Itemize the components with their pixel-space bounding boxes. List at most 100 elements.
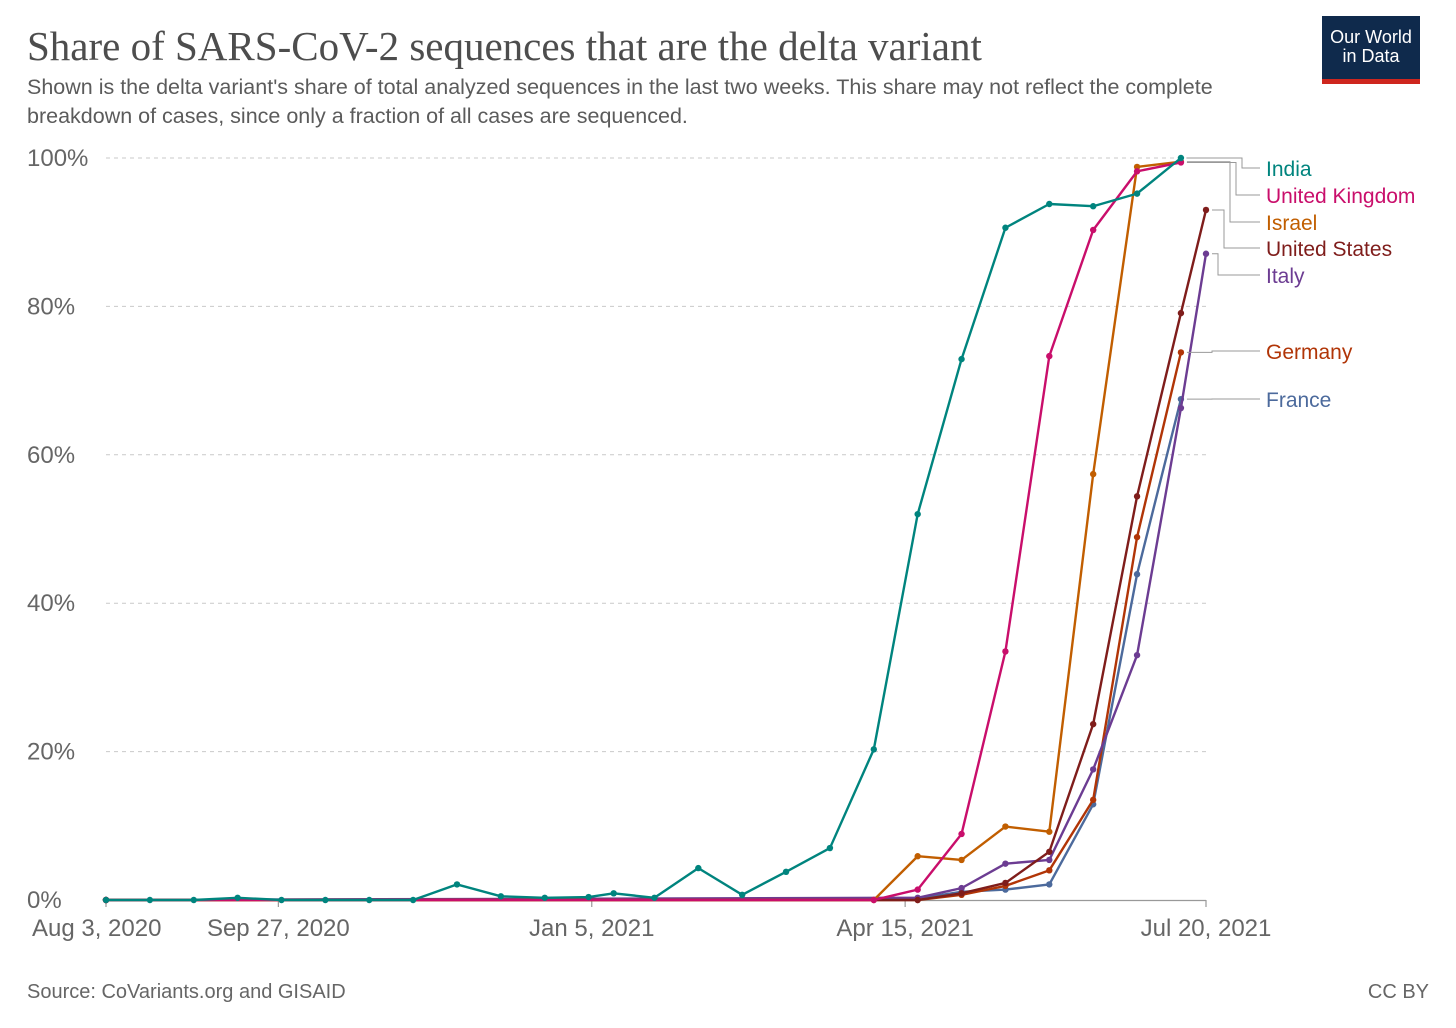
series-line-india — [106, 157, 1182, 902]
data-point-israel — [1046, 828, 1053, 835]
data-point-united-kingdom — [870, 896, 878, 904]
data-point-united-states — [1046, 848, 1053, 855]
legend-label-israel: Israel — [1266, 212, 1317, 235]
data-point-india — [1002, 224, 1009, 231]
data-point-india — [497, 893, 505, 900]
legend-label-united-kingdom: United Kingdom — [1266, 185, 1415, 208]
y-tick-label: 80% — [27, 293, 75, 320]
legend-leader-israel — [1186, 161, 1260, 223]
data-point-india — [1133, 190, 1141, 197]
data-point-india — [585, 893, 592, 901]
data-point-india — [610, 890, 617, 897]
data-point-india — [234, 894, 241, 901]
legend-leader-united-kingdom — [1186, 161, 1260, 196]
data-point-united-states — [914, 896, 921, 904]
legend: India United Kingdom Israel United States It… — [1186, 157, 1415, 412]
logo-line-1: Our World — [1330, 27, 1412, 47]
legend-leader-italy — [1212, 253, 1260, 276]
y-tick-label: 20% — [27, 739, 75, 766]
data-point-italy — [1177, 404, 1185, 412]
data-point-india — [1046, 200, 1053, 208]
data-point-italy — [1202, 250, 1210, 257]
x-tick-label: Aug 3, 2020 — [32, 915, 161, 942]
data-point-india — [322, 896, 329, 904]
series-line-france — [105, 398, 1183, 902]
legend-leader-india — [1186, 157, 1260, 169]
data-point-india — [409, 896, 417, 904]
data-point-germany — [1089, 796, 1097, 804]
data-point-united-states — [1133, 493, 1141, 500]
data-point-france — [1133, 571, 1141, 578]
data-point-italy — [1089, 766, 1097, 773]
y-tick-label: 100% — [27, 145, 88, 172]
axes: 0% 20% 40% 60% 80% 100% Aug 3, 2020 Sep 27, 202… — [27, 145, 1271, 942]
x-tick-label: Jan 5, 2021 — [529, 915, 654, 942]
data-point-italy — [958, 884, 965, 892]
y-tick-label: 60% — [27, 442, 75, 469]
x-tick-label: Apr 15, 2021 — [836, 915, 973, 942]
data-point-italy — [1046, 856, 1053, 864]
legend-label-france: France — [1266, 389, 1331, 412]
data-point-united-kingdom — [958, 830, 965, 838]
data-point-india — [782, 868, 790, 876]
legend-label-germany: Germany — [1266, 341, 1353, 364]
data-point-israel — [958, 856, 965, 864]
data-point-united-states — [1089, 720, 1097, 728]
x-tick-label: Jul 20, 2021 — [1141, 915, 1272, 942]
chart-title: Share of SARS-CoV-2 sequences that are t… — [27, 23, 982, 69]
legend-label-india: India — [1266, 158, 1312, 181]
legend-label-italy: Italy — [1266, 265, 1305, 288]
data-point-india — [870, 746, 878, 753]
series-line-italy — [105, 253, 1208, 902]
logo-accent-bar — [1322, 79, 1420, 84]
y-tick-label: 0% — [27, 887, 62, 914]
data-point-france — [1046, 881, 1053, 888]
data-point-india — [278, 896, 285, 904]
data-point-italy — [1002, 860, 1009, 867]
data-point-israel — [914, 853, 921, 860]
data-point-united-kingdom — [914, 886, 921, 893]
data-point-india — [541, 894, 548, 901]
data-point-israel — [1002, 823, 1009, 830]
data-point-united-states — [1202, 206, 1210, 214]
owid-logo[interactable]: Our World in Data — [1322, 16, 1420, 84]
data-point-india — [826, 844, 834, 852]
series-line-united-kingdom — [106, 161, 1182, 902]
data-point-united-kingdom — [1046, 352, 1053, 360]
data-point-india — [958, 355, 965, 363]
legend-leader-germany — [1186, 350, 1260, 353]
data-point-germany — [1177, 349, 1185, 356]
data-point-india — [695, 864, 702, 872]
y-tick-label: 40% — [27, 590, 75, 617]
data-point-india — [453, 881, 461, 888]
data-point-india — [738, 891, 746, 899]
data-point-united-states — [1177, 309, 1185, 317]
data-point-israel — [1133, 163, 1141, 171]
data-point-germany — [1133, 533, 1141, 541]
source-note: Source: CoVariants.org and GISAID — [27, 981, 346, 1003]
data-point-india — [651, 894, 658, 901]
data-point-united-kingdom — [1089, 226, 1097, 234]
data-point-united-states — [1002, 879, 1009, 887]
data-point-united-kingdom — [1133, 168, 1141, 175]
series-line-germany — [106, 352, 1183, 902]
data-point-india — [1177, 154, 1185, 162]
data-point-italy — [1133, 651, 1141, 659]
data-point-united-kingdom — [1177, 159, 1185, 166]
grid-lines — [106, 157, 1206, 753]
series-line-israel — [106, 160, 1182, 902]
legend-leader-united-states — [1212, 209, 1260, 249]
data-point-india — [366, 896, 373, 904]
license-link[interactable]: CC BY — [1367, 981, 1429, 1003]
data-point-india — [1089, 203, 1097, 210]
data-point-united-kingdom — [1002, 648, 1009, 655]
data-point-india — [914, 510, 921, 518]
x-tick-label: Sep 27, 2020 — [207, 915, 350, 942]
chart-subtitle: Shown is the delta variant's share of to… — [27, 75, 1213, 128]
data-point-india — [146, 896, 154, 904]
data-point-united-states — [958, 890, 965, 897]
legend-label-united-states: United States — [1266, 238, 1392, 261]
data-point-india — [102, 896, 110, 904]
series-lines — [102, 154, 1210, 904]
